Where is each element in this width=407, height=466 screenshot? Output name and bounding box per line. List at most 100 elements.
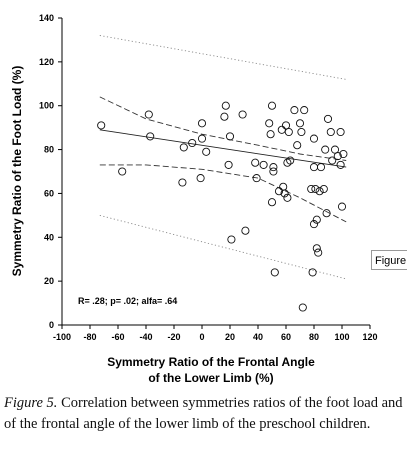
x-tick-label: -100: [53, 332, 71, 342]
data-point: [265, 119, 274, 128]
data-point: [319, 184, 328, 194]
data-point: [298, 303, 307, 312]
regression-line: [99, 129, 347, 168]
data-point: [144, 110, 153, 119]
scatter-chart: -100 -80 -60 -40 -20 0 20 40 60 80 100 120 0 20 40 60 80…: [10, 13, 378, 385]
data-point: [267, 101, 277, 110]
data-point: [238, 110, 247, 119]
x-tick-label: 40: [253, 332, 263, 342]
data-point: [279, 182, 288, 191]
prediction-band-lower: [99, 214, 347, 280]
data-point: [197, 134, 207, 143]
data-point: [312, 244, 321, 253]
data-point: [178, 178, 187, 187]
data-point: [314, 248, 323, 257]
data-point: [321, 145, 330, 154]
x-tick-label: 20: [225, 332, 235, 342]
x-tick-label: -80: [83, 332, 96, 342]
data-point: [281, 121, 291, 130]
y-tick-label: 140: [39, 13, 54, 23]
data-point: [270, 268, 279, 277]
data-point: [295, 119, 305, 128]
data-point: [179, 143, 188, 152]
data-point: [297, 127, 306, 137]
x-tick-label: 100: [334, 332, 349, 342]
x-axis-title-line1: Symmetry Ratio of the Frontal Angle: [107, 355, 315, 369]
data-point: [221, 101, 230, 110]
data-point: [251, 158, 260, 167]
caption-text: Correlation between symmetries ratios of…: [4, 395, 403, 432]
data-point: [286, 156, 295, 165]
x-tick-label: -40: [139, 332, 152, 342]
data-point: [202, 147, 211, 156]
data-point: [188, 138, 197, 148]
data-point: [266, 130, 275, 139]
data-point: [333, 152, 342, 161]
data-point: [326, 127, 335, 137]
data-point: [220, 112, 229, 121]
data-point: [224, 160, 233, 169]
data-point: [274, 187, 284, 196]
data-point: [277, 125, 286, 134]
x-tick-label: 60: [281, 332, 291, 342]
x-tick-label: 120: [362, 332, 377, 342]
data-point: [252, 174, 261, 183]
data-point: [196, 174, 205, 183]
data-point: [118, 167, 127, 176]
x-tick-label: -20: [167, 332, 180, 342]
data-point: [309, 163, 319, 172]
x-tick-label: 0: [199, 332, 204, 342]
axes: -100 -80 -60 -40 -20 0 20 40 60 80 100 120 0 20 40 60 80…: [39, 13, 378, 342]
data-point: [312, 215, 321, 224]
data-point: [309, 134, 319, 143]
confidence-band-lower: [99, 164, 347, 223]
y-tick-label: 100: [39, 101, 54, 111]
data-point: [283, 193, 292, 202]
x-tick-label: -60: [111, 332, 124, 342]
prediction-band-upper: [99, 35, 347, 80]
y-tick-label: 40: [44, 232, 54, 242]
data-point: [293, 141, 302, 150]
data-point: [267, 198, 277, 207]
x-tick-label: 80: [309, 332, 319, 342]
data-point: [227, 235, 236, 244]
stats-annotation: R= .28; p= .02; alfa= .64: [78, 296, 177, 306]
data-point: [290, 106, 299, 115]
confidence-band-upper: [99, 96, 347, 161]
data-point: [269, 167, 278, 176]
data-point: [336, 127, 345, 137]
data-point: [316, 163, 326, 172]
data-point: [323, 114, 333, 123]
data-points: [97, 101, 348, 312]
y-axis-title: Symmetry Ratio of the Foot Load (%): [10, 66, 24, 277]
data-point: [280, 189, 289, 198]
data-point: [241, 226, 250, 235]
data-point: [97, 121, 106, 130]
regression-lines: [99, 35, 347, 280]
data-point: [336, 160, 345, 169]
data-point: [284, 127, 293, 137]
y-tick-label: 60: [44, 188, 54, 198]
data-point: [197, 119, 207, 128]
data-point: [328, 156, 337, 165]
x-axis-title-line2: of the Lower Limb (%): [148, 371, 273, 385]
data-point: [283, 158, 292, 167]
data-point: [339, 149, 348, 159]
data-point: [259, 160, 268, 169]
data-point: [146, 132, 155, 141]
figure-caption: Figure 5. Correlation between symmetries…: [4, 393, 404, 435]
data-point: [309, 220, 319, 229]
data-point: [307, 184, 316, 194]
y-tick-label: 120: [39, 57, 54, 67]
data-point: [225, 132, 235, 141]
y-tick-label: 20: [44, 276, 54, 286]
y-tick-label: 80: [44, 145, 54, 155]
data-point: [311, 184, 320, 194]
caption-label: Figure 5.: [4, 395, 58, 411]
data-point: [308, 268, 317, 277]
data-point: [315, 187, 324, 196]
data-point: [337, 202, 347, 211]
data-point: [300, 106, 309, 115]
figure-tooltip: Figure: [371, 250, 407, 270]
data-point: [322, 209, 331, 218]
